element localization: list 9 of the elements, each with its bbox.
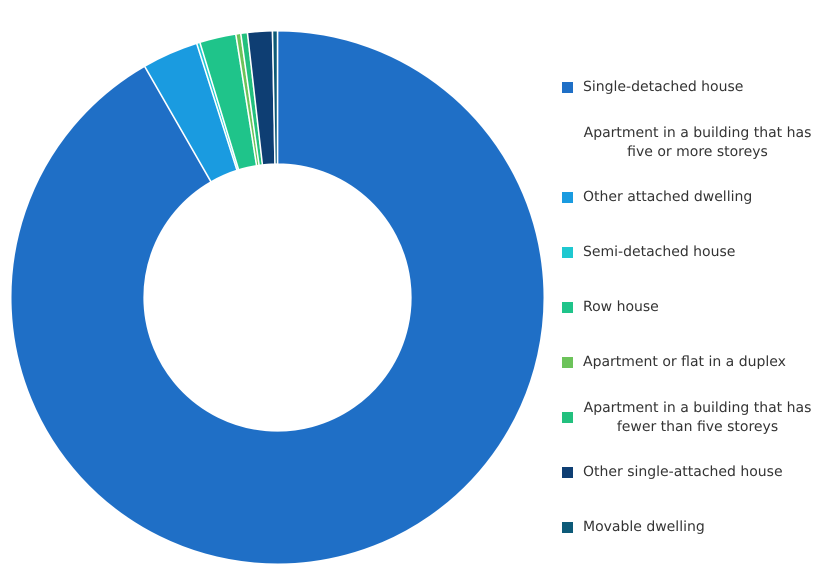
legend-label: Semi-detached house [583,243,736,262]
legend-label: Other single-attached house [583,463,783,482]
legend-label: Row house [583,298,659,317]
legend-label: Apartment in a building that has fewer than five storeys [583,398,812,436]
legend-label: Apartment or flat in a duplex [583,353,786,372]
category-label: Apartment in a building that has five or more storeys [584,124,812,160]
legend-label: Movable dwelling [583,518,705,537]
legend-label: Single-detached house [583,78,744,97]
legend-label: Other attached dwelling [583,188,752,207]
